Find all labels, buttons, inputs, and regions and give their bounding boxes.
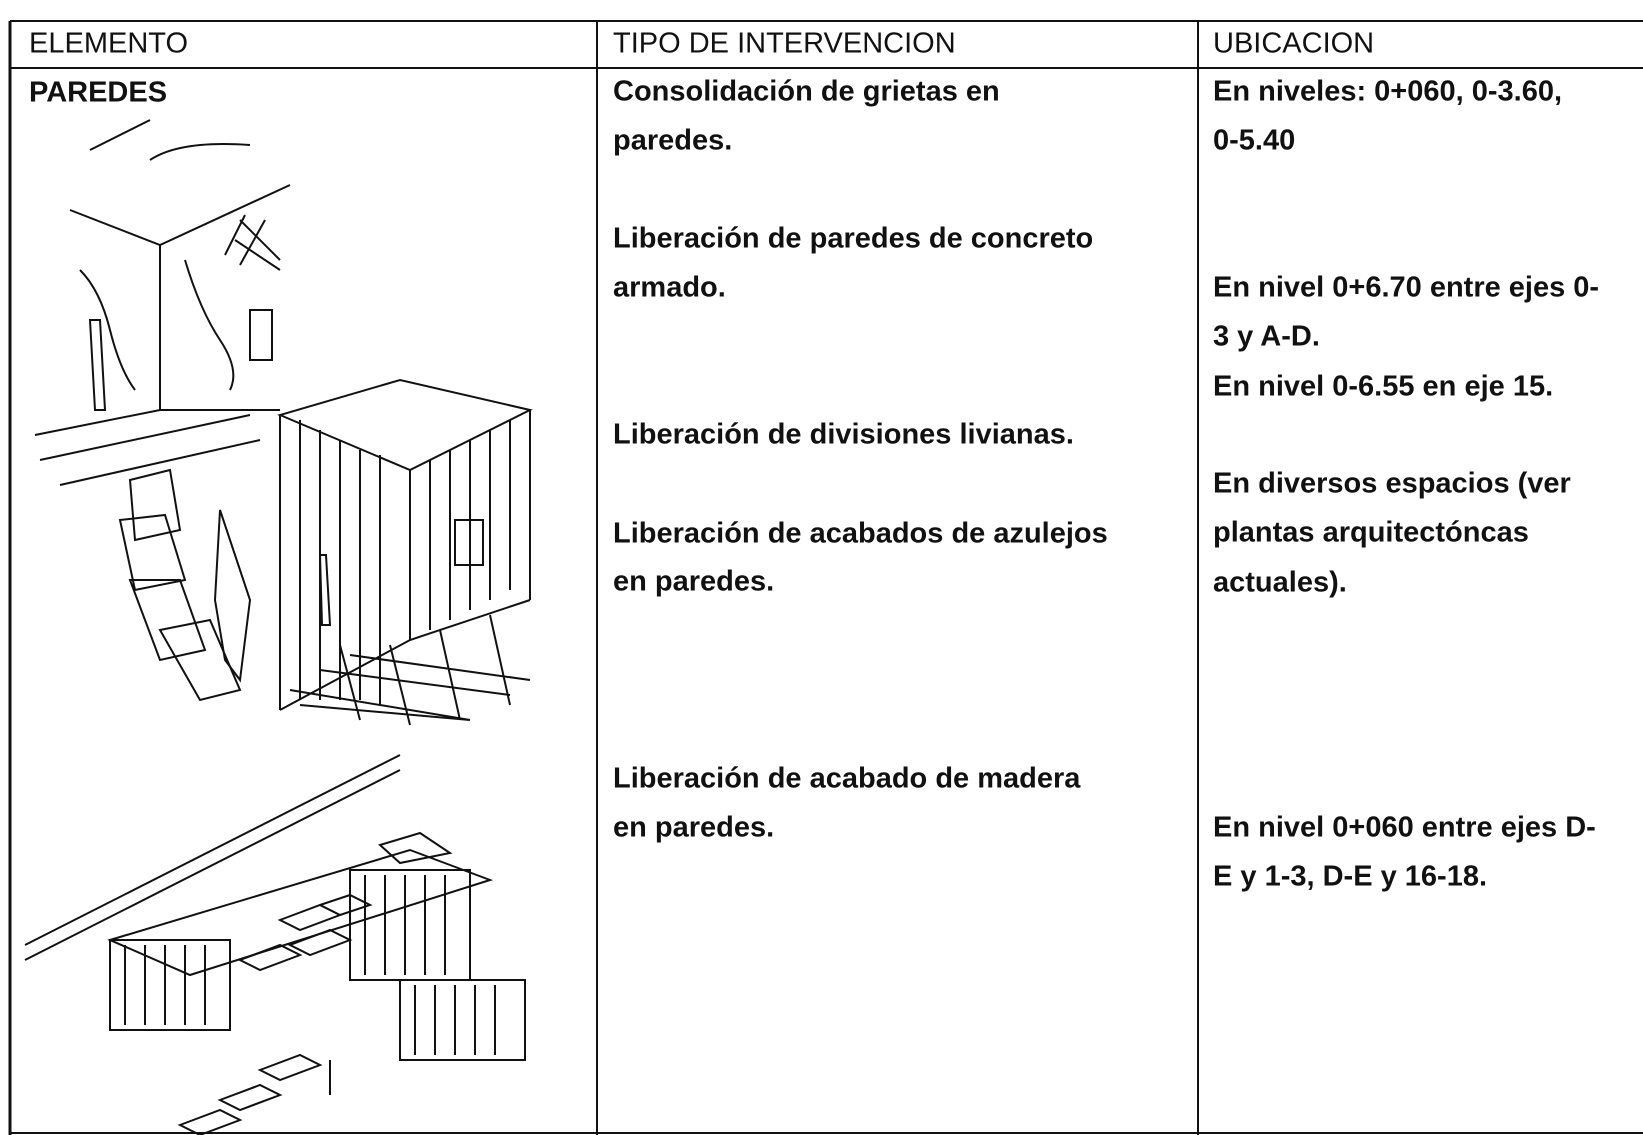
- location-text: En diversos espacios (ver: [1213, 467, 1571, 500]
- intervention-text: paredes.: [613, 124, 733, 157]
- wall-illustration: [24, 119, 533, 1135]
- intervention-text: en paredes.: [613, 565, 775, 598]
- location-text: plantas arquitectóncas: [1213, 516, 1529, 549]
- intervention-text: Liberación de divisiones livianas.: [613, 418, 1074, 451]
- intervention-text: Liberación de paredes de concreto: [613, 222, 1094, 255]
- location-text: En nivel 0+6.70 entre ejes 0-: [1213, 271, 1600, 304]
- location-text: actuales).: [1213, 566, 1347, 599]
- location-text: 3 y A-D.: [1213, 320, 1320, 353]
- location-text: En nivel 0+060 entre ejes D-: [1213, 811, 1596, 844]
- element-name: PAREDES: [29, 76, 168, 109]
- location-text: 0-5.40: [1213, 124, 1296, 157]
- intervention-text: Liberación de acabado de madera: [613, 762, 1081, 795]
- location-text: E y 1-3, D-E y 16-18.: [1213, 860, 1488, 893]
- intervention-text: armado.: [613, 271, 726, 304]
- location-text: En nivel 0-6.55 en eje 15.: [1213, 370, 1554, 403]
- intervention-text: en paredes.: [613, 811, 775, 844]
- column-header: TIPO DE INTERVENCION: [613, 27, 956, 60]
- location-text: En niveles: 0+060, 0-3.60,: [1213, 75, 1563, 108]
- column-header: ELEMENTO: [29, 27, 189, 60]
- column-header: UBICACION: [1213, 27, 1375, 60]
- intervention-text: Consolidación de grietas en: [613, 75, 1000, 108]
- intervention-text: Liberación de acabados de azulejos: [613, 517, 1108, 550]
